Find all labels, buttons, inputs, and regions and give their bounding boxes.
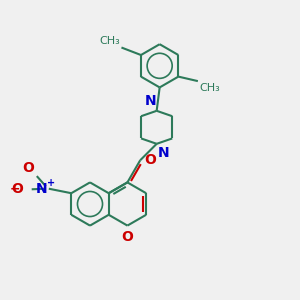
Text: CH₃: CH₃ [99, 36, 120, 46]
Text: N: N [36, 182, 47, 196]
Text: +: + [47, 178, 55, 188]
Text: O: O [144, 153, 156, 167]
Text: O: O [11, 182, 23, 196]
Text: −: − [10, 182, 20, 195]
Text: O: O [22, 160, 34, 175]
Text: N: N [144, 94, 156, 108]
Text: N: N [157, 146, 169, 160]
Text: O: O [122, 230, 133, 244]
Text: CH₃: CH₃ [200, 82, 220, 93]
